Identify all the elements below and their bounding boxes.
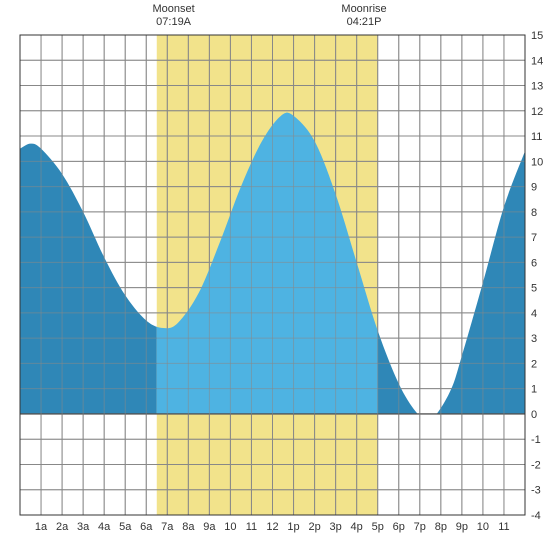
x-tick-label: 8p <box>435 521 447 533</box>
moonrise-time: 04:21P <box>347 16 382 28</box>
x-tick-label: 6p <box>393 521 405 533</box>
x-tick-label: 11 <box>246 521 257 533</box>
x-tick-label: 6a <box>140 521 153 533</box>
y-tick-label: 14 <box>531 55 543 67</box>
x-tick-label: 2a <box>56 521 69 533</box>
x-tick-label: 4p <box>351 521 363 533</box>
y-tick-label: 1 <box>531 384 537 396</box>
x-tick-label: 7p <box>414 521 426 533</box>
x-tick-label: 12 <box>266 521 278 533</box>
x-tick-label: 7a <box>161 521 174 533</box>
moonrise-label: Moonrise <box>341 3 386 15</box>
y-tick-label: 12 <box>531 106 543 118</box>
y-tick-label: 0 <box>531 409 537 421</box>
y-tick-label: -2 <box>531 459 541 471</box>
x-tick-label: 10 <box>477 521 489 533</box>
x-tick-label: 9a <box>203 521 216 533</box>
y-tick-label: 8 <box>531 207 537 219</box>
x-tick-label: 4a <box>98 521 111 533</box>
y-tick-label: 9 <box>531 182 537 194</box>
x-tick-label: 3p <box>330 521 342 533</box>
x-tick-label: 1p <box>287 521 299 533</box>
moonset-time: 07:19A <box>156 16 192 28</box>
x-tick-label: 5a <box>119 521 132 533</box>
x-tick-label: 11 <box>498 521 509 533</box>
y-tick-label: -1 <box>531 434 541 446</box>
y-tick-label: -3 <box>531 485 541 497</box>
x-tick-label: 5p <box>372 521 384 533</box>
y-tick-label: 3 <box>531 333 537 345</box>
x-tick-label: 8a <box>182 521 195 533</box>
y-tick-label: 7 <box>531 232 537 244</box>
x-tick-label: 3a <box>77 521 90 533</box>
y-tick-label: 6 <box>531 257 537 269</box>
x-tick-label: 10 <box>224 521 236 533</box>
y-tick-label: 15 <box>531 30 543 42</box>
tide-chart: 1a2a3a4a5a6a7a8a9a1011121p2p3p4p5p6p7p8p… <box>0 0 550 550</box>
x-tick-label: 1a <box>35 521 48 533</box>
y-tick-label: 5 <box>531 283 537 295</box>
moonset-label: Moonset <box>153 3 195 15</box>
y-tick-label: 13 <box>531 81 543 93</box>
y-tick-label: -4 <box>531 510 541 522</box>
x-tick-label: 2p <box>308 521 320 533</box>
y-tick-label: 10 <box>531 156 543 168</box>
y-tick-label: 2 <box>531 358 537 370</box>
y-tick-label: 11 <box>531 131 542 143</box>
x-tick-label: 9p <box>456 521 468 533</box>
y-tick-label: 4 <box>531 308 537 320</box>
